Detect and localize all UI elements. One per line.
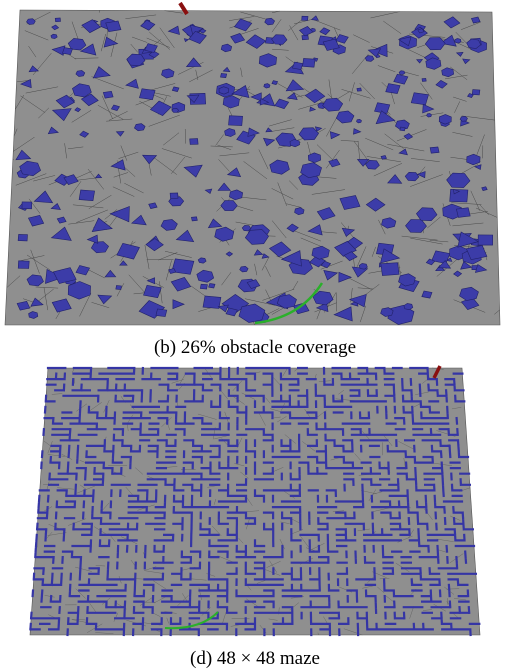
obstacle bbox=[18, 234, 27, 241]
obstacle bbox=[482, 187, 488, 191]
obstacle bbox=[478, 235, 493, 245]
obstacle bbox=[219, 87, 229, 95]
obstacle bbox=[460, 116, 467, 121]
obstacle bbox=[455, 38, 461, 43]
obstacle bbox=[430, 147, 439, 153]
obstacle bbox=[51, 34, 57, 38]
figure: (b) 26% obstacle coverage (d) 48 × 48 ma… bbox=[0, 0, 510, 671]
obstacle bbox=[221, 73, 227, 77]
obstacle bbox=[439, 115, 451, 125]
obstacle bbox=[116, 286, 122, 290]
obstacle bbox=[308, 153, 320, 163]
obstacle bbox=[106, 21, 121, 32]
page: (b) 26% obstacle coverage (d) 48 × 48 ma… bbox=[0, 0, 510, 671]
obstacle bbox=[156, 309, 167, 317]
obstacle bbox=[400, 127, 405, 131]
obstacle bbox=[422, 291, 432, 298]
obstacle bbox=[191, 217, 197, 221]
obstacle bbox=[302, 16, 308, 20]
obstacle bbox=[399, 71, 405, 75]
obstacle bbox=[242, 225, 251, 231]
obstacle bbox=[18, 261, 29, 269]
obstacle bbox=[229, 116, 243, 126]
obstacle bbox=[357, 88, 362, 91]
obstacle bbox=[62, 48, 72, 55]
obstacle bbox=[139, 89, 155, 100]
caption: (b) 26% obstacle coverage bbox=[154, 337, 356, 358]
obstacle bbox=[427, 114, 432, 118]
obstacle bbox=[357, 119, 362, 123]
obstacle bbox=[79, 190, 95, 201]
obstacle bbox=[472, 90, 480, 95]
obstacle bbox=[381, 156, 387, 160]
obstacle bbox=[422, 78, 426, 81]
obstacle-scene bbox=[5, 3, 500, 325]
obstacle bbox=[386, 84, 400, 94]
obstacle bbox=[103, 91, 113, 98]
obstacle bbox=[22, 202, 32, 209]
obstacle bbox=[200, 284, 207, 289]
obstacle bbox=[172, 87, 179, 92]
obstacle bbox=[292, 62, 303, 69]
obstacle bbox=[209, 284, 215, 289]
obstacle bbox=[303, 58, 316, 67]
obstacle bbox=[456, 208, 470, 218]
obstacle bbox=[381, 263, 399, 276]
obstacle bbox=[55, 18, 60, 22]
obstacle bbox=[170, 193, 178, 199]
obstacle bbox=[144, 285, 162, 297]
obstacle bbox=[172, 108, 179, 112]
obstacle bbox=[290, 139, 300, 146]
maze-scene bbox=[30, 366, 480, 635]
obstacle bbox=[411, 93, 428, 105]
obstacle bbox=[264, 84, 270, 89]
obstacle bbox=[190, 139, 198, 145]
caption: (d) 48 × 48 maze bbox=[190, 648, 320, 669]
